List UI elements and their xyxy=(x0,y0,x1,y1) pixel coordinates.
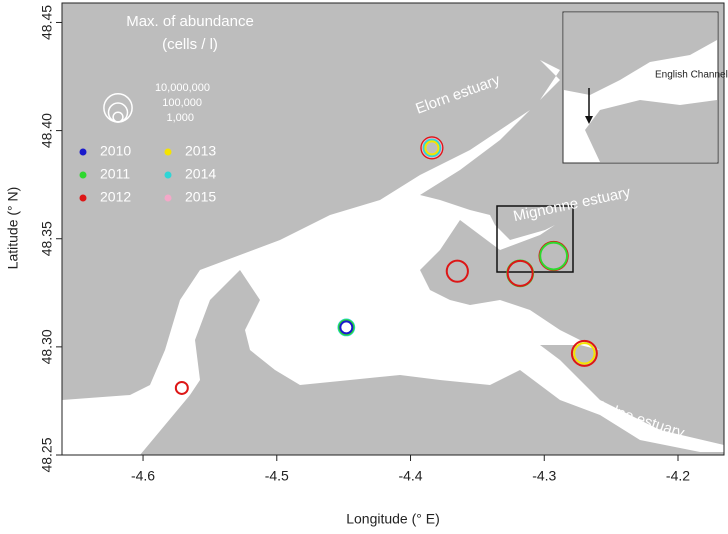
size-legend-label: 1,000 xyxy=(166,112,194,124)
legend-swatch xyxy=(79,194,87,202)
legend-swatch xyxy=(79,171,87,179)
size-legend-label: 100,000 xyxy=(162,97,202,109)
y-tick-label: 48.35 xyxy=(39,221,55,256)
x-tick-label: -4.2 xyxy=(666,468,690,484)
legend-swatch xyxy=(164,171,172,179)
legend-label: 2012 xyxy=(100,189,131,205)
legend-swatch xyxy=(164,148,172,156)
x-tick-label: -4.4 xyxy=(398,468,422,484)
inset-map xyxy=(562,11,719,164)
legend-label: 2013 xyxy=(185,143,216,159)
annotation: English Channel xyxy=(655,70,728,81)
water xyxy=(62,60,724,455)
size-legend-subtitle: (cells / l) xyxy=(162,36,218,53)
y-tick-label: 48.25 xyxy=(39,437,55,472)
abundance-circle xyxy=(420,136,444,160)
legend-swatch xyxy=(164,194,172,202)
abundance-circle xyxy=(445,259,469,283)
abundance-circle xyxy=(539,241,569,271)
abundance-circle xyxy=(422,138,442,158)
abundance-circle xyxy=(573,342,596,365)
size-legend-circle xyxy=(112,111,124,123)
legend-label: 2011 xyxy=(100,166,130,182)
legend-label: 2010 xyxy=(100,143,131,159)
abundance-circle xyxy=(338,319,355,336)
x-tick-label: -4.3 xyxy=(532,468,556,484)
abundance-circle xyxy=(174,380,189,395)
x-tick-label: -4.5 xyxy=(265,468,289,484)
legend-swatch xyxy=(79,148,87,156)
size-legend-label: 10,000,000 xyxy=(155,82,210,94)
y-axis-label: Latitude (° N) xyxy=(5,187,21,270)
y-tick-label: 48.30 xyxy=(39,329,55,364)
y-tick-label: 48.45 xyxy=(39,5,55,40)
abundance-circle xyxy=(506,259,534,287)
plot-frame xyxy=(61,2,725,456)
abundance-circle xyxy=(424,140,440,156)
size-legend-title: Max. of abundance xyxy=(126,13,254,30)
legend-label: 2015 xyxy=(185,189,216,205)
zoom-box xyxy=(496,205,574,273)
legend-label: 2014 xyxy=(185,166,216,182)
abundance-circle xyxy=(570,339,598,367)
x-tick-label: -4.6 xyxy=(131,468,155,484)
abundance-circle xyxy=(339,320,354,335)
x-axis-label: Longitude (° E) xyxy=(346,511,440,527)
y-tick-label: 48.40 xyxy=(39,113,55,148)
